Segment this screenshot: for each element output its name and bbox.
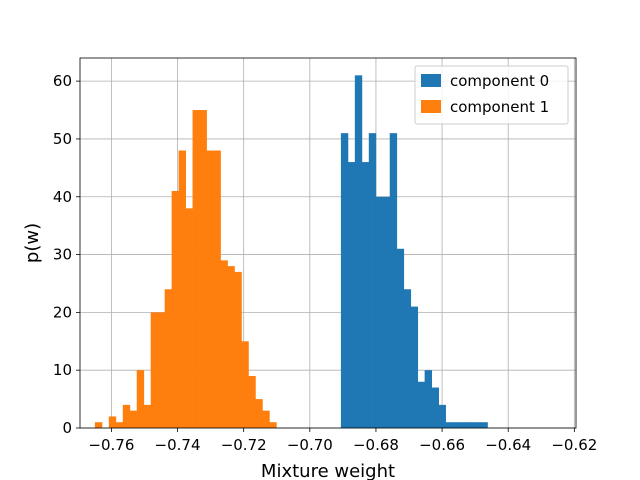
histogram-bar-component-1 [192,110,200,428]
histogram-bar-component-1 [206,150,214,428]
histogram-bar-component-1 [94,422,103,428]
histogram-bar-component-0 [452,422,460,428]
y-tick-label: 60 [53,72,72,90]
histogram-bar-component-0 [480,422,488,428]
x-tick-label: −0.72 [221,436,267,454]
histogram-bar-component-1 [143,404,152,428]
histogram-bar-component-0 [375,196,384,428]
histogram-bar-component-0 [473,422,481,428]
x-tick-label: −0.66 [419,436,465,454]
histogram-bar-component-1 [157,312,166,428]
legend-swatch-component-0 [421,74,441,87]
histogram-bar-component-0 [347,162,356,428]
histogram-bar-component-1 [241,341,249,428]
histogram-bar-component-0 [459,422,467,428]
legend-box [414,65,569,125]
legend-label-component-0: component 0 [450,72,549,90]
histogram-bar-component-0 [445,422,453,428]
y-tick-label: 20 [53,303,72,321]
histogram-bar-component-1 [178,150,186,428]
histogram-bar-component-1 [227,266,235,428]
histogram-bar-component-0 [410,306,419,428]
histogram-bar-component-1 [262,410,270,428]
histogram-bar-component-0 [354,75,363,428]
histogram-bar-component-0 [396,248,405,428]
histogram-bar-component-0 [340,133,349,428]
histogram-bar-component-0 [389,133,398,428]
histogram-bar-component-0 [361,162,370,428]
histogram-bar-component-1 [234,271,242,428]
histogram-bar-component-1 [171,190,180,428]
histogram-bar-component-1 [115,422,124,428]
legend-label-component-1: component 1 [450,98,549,116]
histogram-bar-component-1 [269,422,277,428]
histogram-bar-component-1 [248,375,256,428]
legend-swatch-component-1 [421,100,441,113]
histogram-bar-component-0 [417,381,426,428]
x-axis-label: Mixture weight [261,461,395,480]
histogram-bar-component-0 [382,196,391,428]
y-tick-label: 30 [53,246,72,264]
x-tick-label: −0.76 [88,436,134,454]
x-tick-label: −0.70 [287,436,333,454]
histogram-bar-component-1 [108,416,117,428]
histogram-bar-component-1 [199,110,207,428]
histogram-bar-component-1 [136,370,145,428]
y-axis-ticks: 0 10 20 30 40 50 60 [53,72,80,437]
x-tick-label: −0.62 [551,436,597,454]
histogram-bar-component-1 [213,150,221,428]
histogram-bar-component-0 [431,387,439,428]
legend: component 0 component 1 [414,65,569,125]
x-tick-label: −0.74 [155,436,201,454]
y-tick-label: 40 [53,188,72,206]
y-tick-label: 10 [53,361,72,379]
histogram-bar-component-0 [466,422,474,428]
histogram-bar-component-0 [368,133,377,428]
histogram-bar-component-0 [403,289,412,428]
histogram-bar-component-1 [220,260,228,428]
histogram-bar-component-1 [150,312,159,428]
y-tick-label: 0 [62,419,72,437]
plot-area-frame [79,57,577,429]
histogram-bar-component-1 [164,289,173,428]
bars [94,75,488,428]
y-tick-label: 50 [53,130,72,148]
histogram-bar-component-1 [122,404,131,428]
x-axis-ticks: −0.76 −0.74 −0.72 −0.70 −0.68 −0.66 −0.64 −0.62 [88,428,597,454]
y-axis-label: p(w) [22,223,43,263]
x-tick-label: −0.64 [485,436,531,454]
histogram-bar-component-0 [438,404,446,428]
histogram-bar-component-1 [255,399,263,428]
histogram-bar-component-0 [424,370,432,428]
x-tick-label: −0.68 [353,436,399,454]
histogram-bar-component-1 [185,208,193,428]
histogram-bar-component-1 [129,410,138,428]
